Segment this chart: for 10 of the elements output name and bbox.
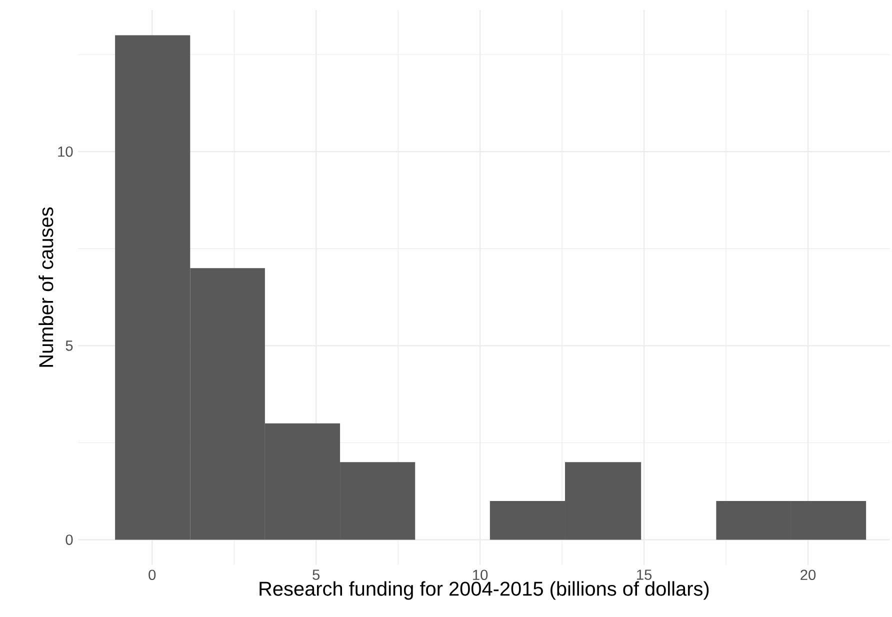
y-tick-label: 0 — [66, 534, 73, 545]
y-tick-label: 5 — [66, 340, 73, 351]
x-tick-label: 5 — [312, 570, 320, 580]
x-tick-label: 0 — [148, 570, 156, 580]
x-tick-label: 10 — [473, 570, 488, 580]
y-tick-label: 10 — [58, 146, 73, 157]
x-tick-label: 15 — [637, 570, 652, 580]
y-axis-title: Number of causes — [38, 207, 54, 367]
x-axis-title: Research funding for 2004-2015 (billions of dollars) — [260, 581, 709, 600]
x-tick-label: 20 — [800, 570, 816, 580]
